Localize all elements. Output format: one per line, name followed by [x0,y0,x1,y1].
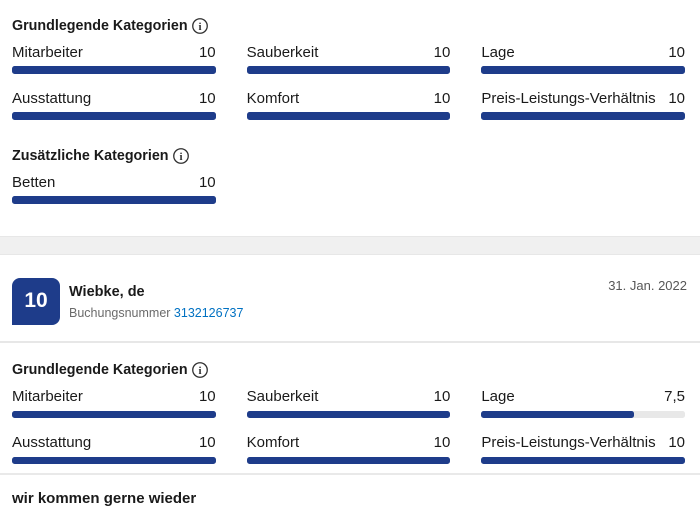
svg-text:i: i [179,151,182,163]
svg-text:i: i [199,21,202,33]
svg-text:i: i [199,365,202,377]
